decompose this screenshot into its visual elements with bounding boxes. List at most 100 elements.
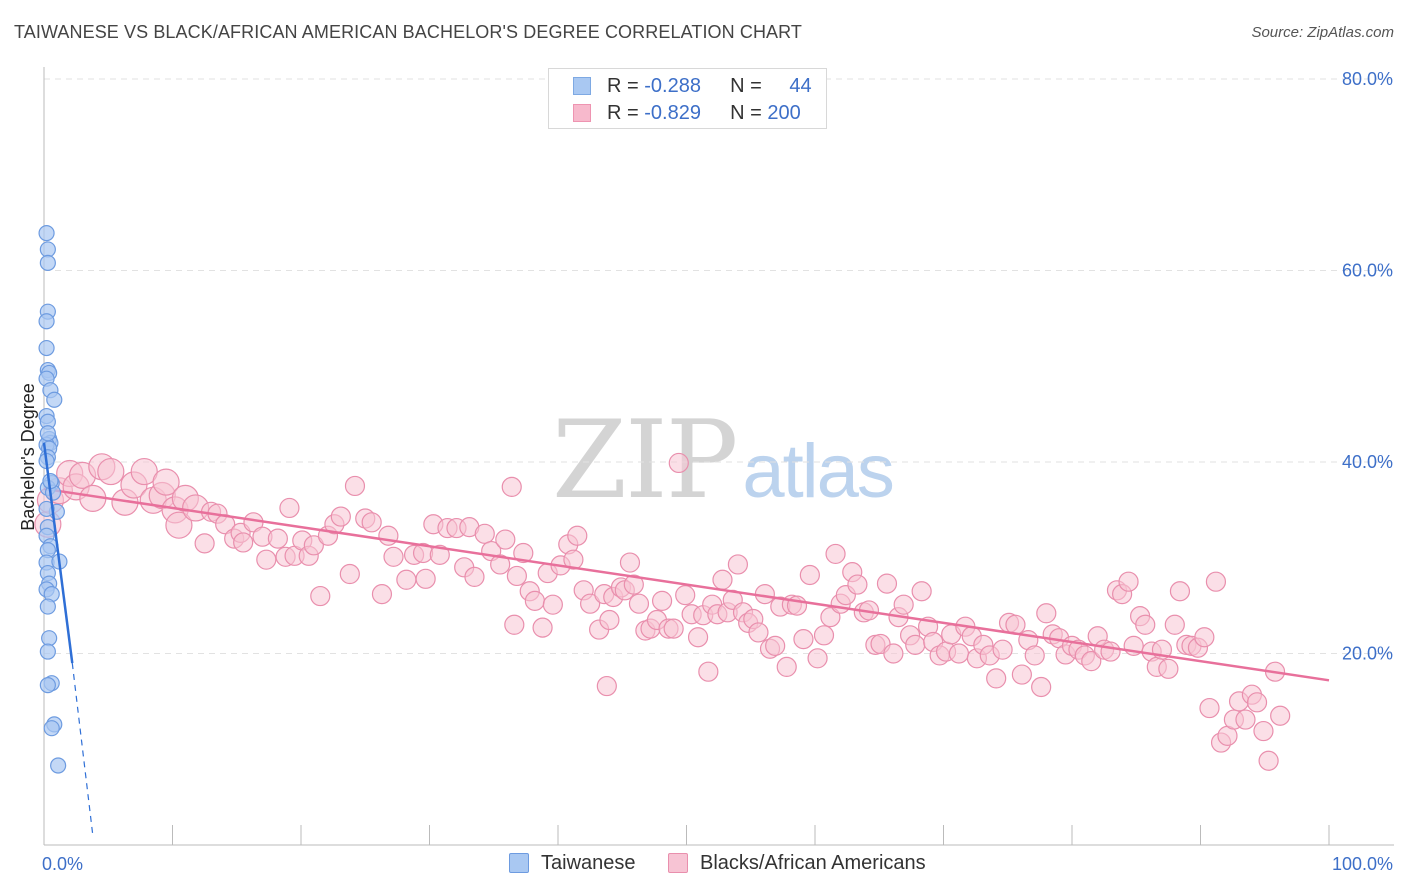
watermark-atlas: atlas	[742, 429, 895, 514]
point-taiwanese-34	[41, 630, 58, 647]
point-black-28	[256, 549, 277, 570]
trendline-taiwanese-extension	[71, 663, 94, 836]
point-black-174	[1158, 658, 1179, 679]
point-black-167	[1118, 571, 1139, 592]
point-black-133	[905, 634, 926, 655]
point-black-14	[152, 468, 180, 496]
point-black-29	[267, 528, 288, 549]
r-value-taiwanese: -0.288	[644, 75, 701, 97]
point-black-128	[876, 573, 898, 594]
point-black-78	[599, 609, 620, 631]
point-black-180	[1194, 627, 1215, 648]
point-black-58	[474, 523, 495, 544]
point-black-189	[1246, 692, 1268, 713]
x-tick-label-min: 0.0%	[42, 854, 83, 874]
point-taiwanese-35	[39, 643, 56, 660]
point-black-31	[279, 497, 300, 519]
point-black-181	[1199, 697, 1220, 719]
y-tick-label: 80.0%	[1342, 69, 1393, 89]
point-black-66	[524, 590, 545, 611]
point-black-152	[1024, 645, 1045, 666]
point-taiwanese-10	[46, 391, 63, 408]
point-black-123	[847, 574, 868, 595]
point-black-46	[383, 546, 404, 567]
point-black-44	[371, 584, 393, 605]
y-tick-label: 20.0%	[1342, 644, 1393, 664]
point-black-67	[532, 617, 553, 638]
point-black-106	[748, 622, 769, 643]
point-black-116	[807, 648, 828, 669]
point-black-75	[580, 593, 601, 614]
point-black-73	[567, 525, 588, 546]
point-taiwanese-5	[38, 339, 55, 357]
point-black-19	[194, 533, 215, 554]
x-tick-label-max: 100.0%	[1332, 854, 1393, 874]
point-black-195	[596, 675, 617, 697]
point-taiwanese-41	[38, 500, 55, 518]
point-black-129	[883, 643, 904, 664]
point-black-69	[542, 594, 563, 615]
point-black-131	[893, 594, 914, 615]
point-black-111	[776, 656, 797, 678]
point-black-191	[1258, 750, 1279, 771]
point-taiwanese-0	[38, 225, 55, 242]
y-tick-label: 60.0%	[1342, 261, 1393, 281]
point-black-35	[303, 535, 324, 556]
point-black-40	[339, 563, 360, 585]
stats-legend-swatch-taiwanese	[573, 77, 591, 95]
stats-legend-swatch-black	[573, 104, 591, 122]
r-value-black: -0.829	[644, 102, 701, 124]
legend-label-taiwanese: Taiwanese	[541, 852, 636, 874]
point-black-190	[1253, 720, 1274, 742]
point-black-164	[1100, 641, 1121, 662]
point-black-84	[628, 593, 650, 614]
legend-swatch-black	[668, 853, 688, 873]
point-black-72	[563, 549, 584, 570]
point-black-92	[675, 584, 696, 606]
point-black-150	[1011, 664, 1032, 685]
point-black-134	[911, 581, 932, 602]
point-black-8	[97, 457, 125, 486]
n-value-black: 200	[767, 102, 801, 124]
point-black-175	[1164, 614, 1185, 635]
point-black-90	[663, 618, 684, 639]
point-taiwanese-1	[39, 241, 56, 258]
point-taiwanese-2	[39, 254, 56, 271]
point-black-64	[513, 542, 534, 564]
watermark-zip: ZIP	[552, 398, 738, 523]
trendline-black	[43, 487, 1330, 682]
legend-swatch-taiwanese	[509, 853, 529, 873]
point-black-182	[1205, 571, 1227, 592]
r-label: R =	[607, 75, 645, 97]
chart-source: Source: ZipAtlas.com	[1251, 24, 1394, 41]
point-taiwanese-33	[39, 598, 56, 615]
point-black-91	[668, 452, 689, 474]
point-black-25	[233, 532, 254, 553]
y-tick-label: 40.0%	[1342, 452, 1393, 472]
point-black-50	[415, 568, 436, 589]
point-black-11	[130, 457, 158, 486]
point-black-47	[396, 569, 417, 590]
legend-label-black: Blacks/African Americans	[700, 852, 926, 874]
point-black-36	[310, 585, 331, 607]
point-black-62	[501, 476, 522, 497]
point-black-187	[1235, 709, 1256, 730]
point-black-52	[429, 544, 450, 565]
point-black-146	[986, 668, 1007, 689]
point-black-96	[698, 661, 719, 682]
point-black-117	[813, 625, 835, 646]
point-black-16	[165, 511, 193, 539]
point-taiwanese-43	[39, 425, 56, 442]
y-axis-label: Bachelor's Degree	[18, 383, 38, 531]
point-black-109	[765, 635, 786, 656]
point-taiwanese-37	[39, 676, 56, 694]
point-black-61	[495, 529, 516, 550]
chart-title: TAIWANESE VS BLACK/AFRICAN AMERICAN BACH…	[14, 22, 803, 42]
point-black-193	[1270, 705, 1291, 726]
point-black-170	[1135, 614, 1156, 635]
point-black-102	[727, 554, 749, 575]
point-black-99	[712, 569, 733, 590]
trendline-taiwanese	[42, 442, 74, 664]
point-black-147	[992, 639, 1013, 660]
